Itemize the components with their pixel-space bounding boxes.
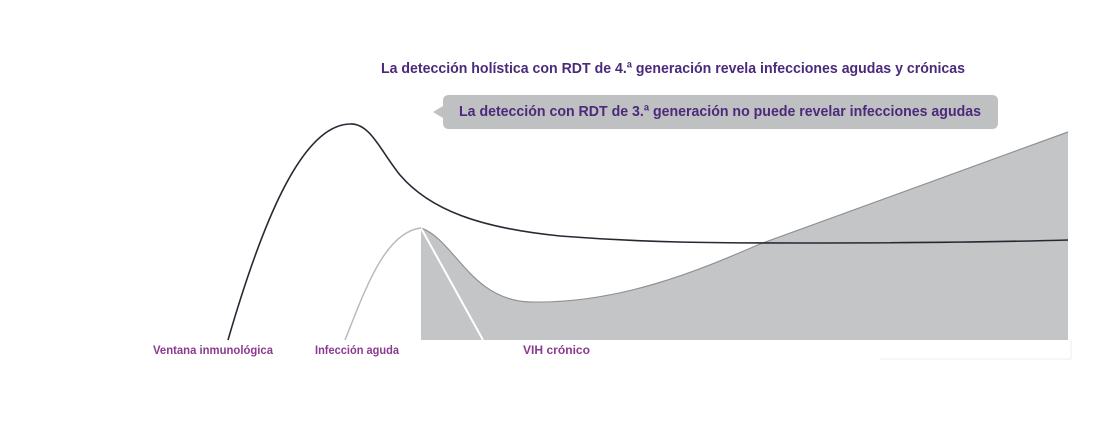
chronic-area <box>421 132 1068 340</box>
callout-text: La detección con RDT de 3.ª generación n… <box>459 103 981 120</box>
title: La detección holística con RDT de 4.ª ge… <box>381 60 965 77</box>
acute-curve <box>344 227 422 341</box>
phase-label: VIH crónico <box>523 343 590 357</box>
divider-line <box>420 227 484 341</box>
phase-label: Infección aguda <box>315 343 399 357</box>
phase-label: Ventana inmunológica <box>153 343 273 357</box>
antigen-curve <box>420 131 1069 303</box>
callout-box <box>433 95 998 129</box>
antibody-curve <box>227 123 1069 341</box>
